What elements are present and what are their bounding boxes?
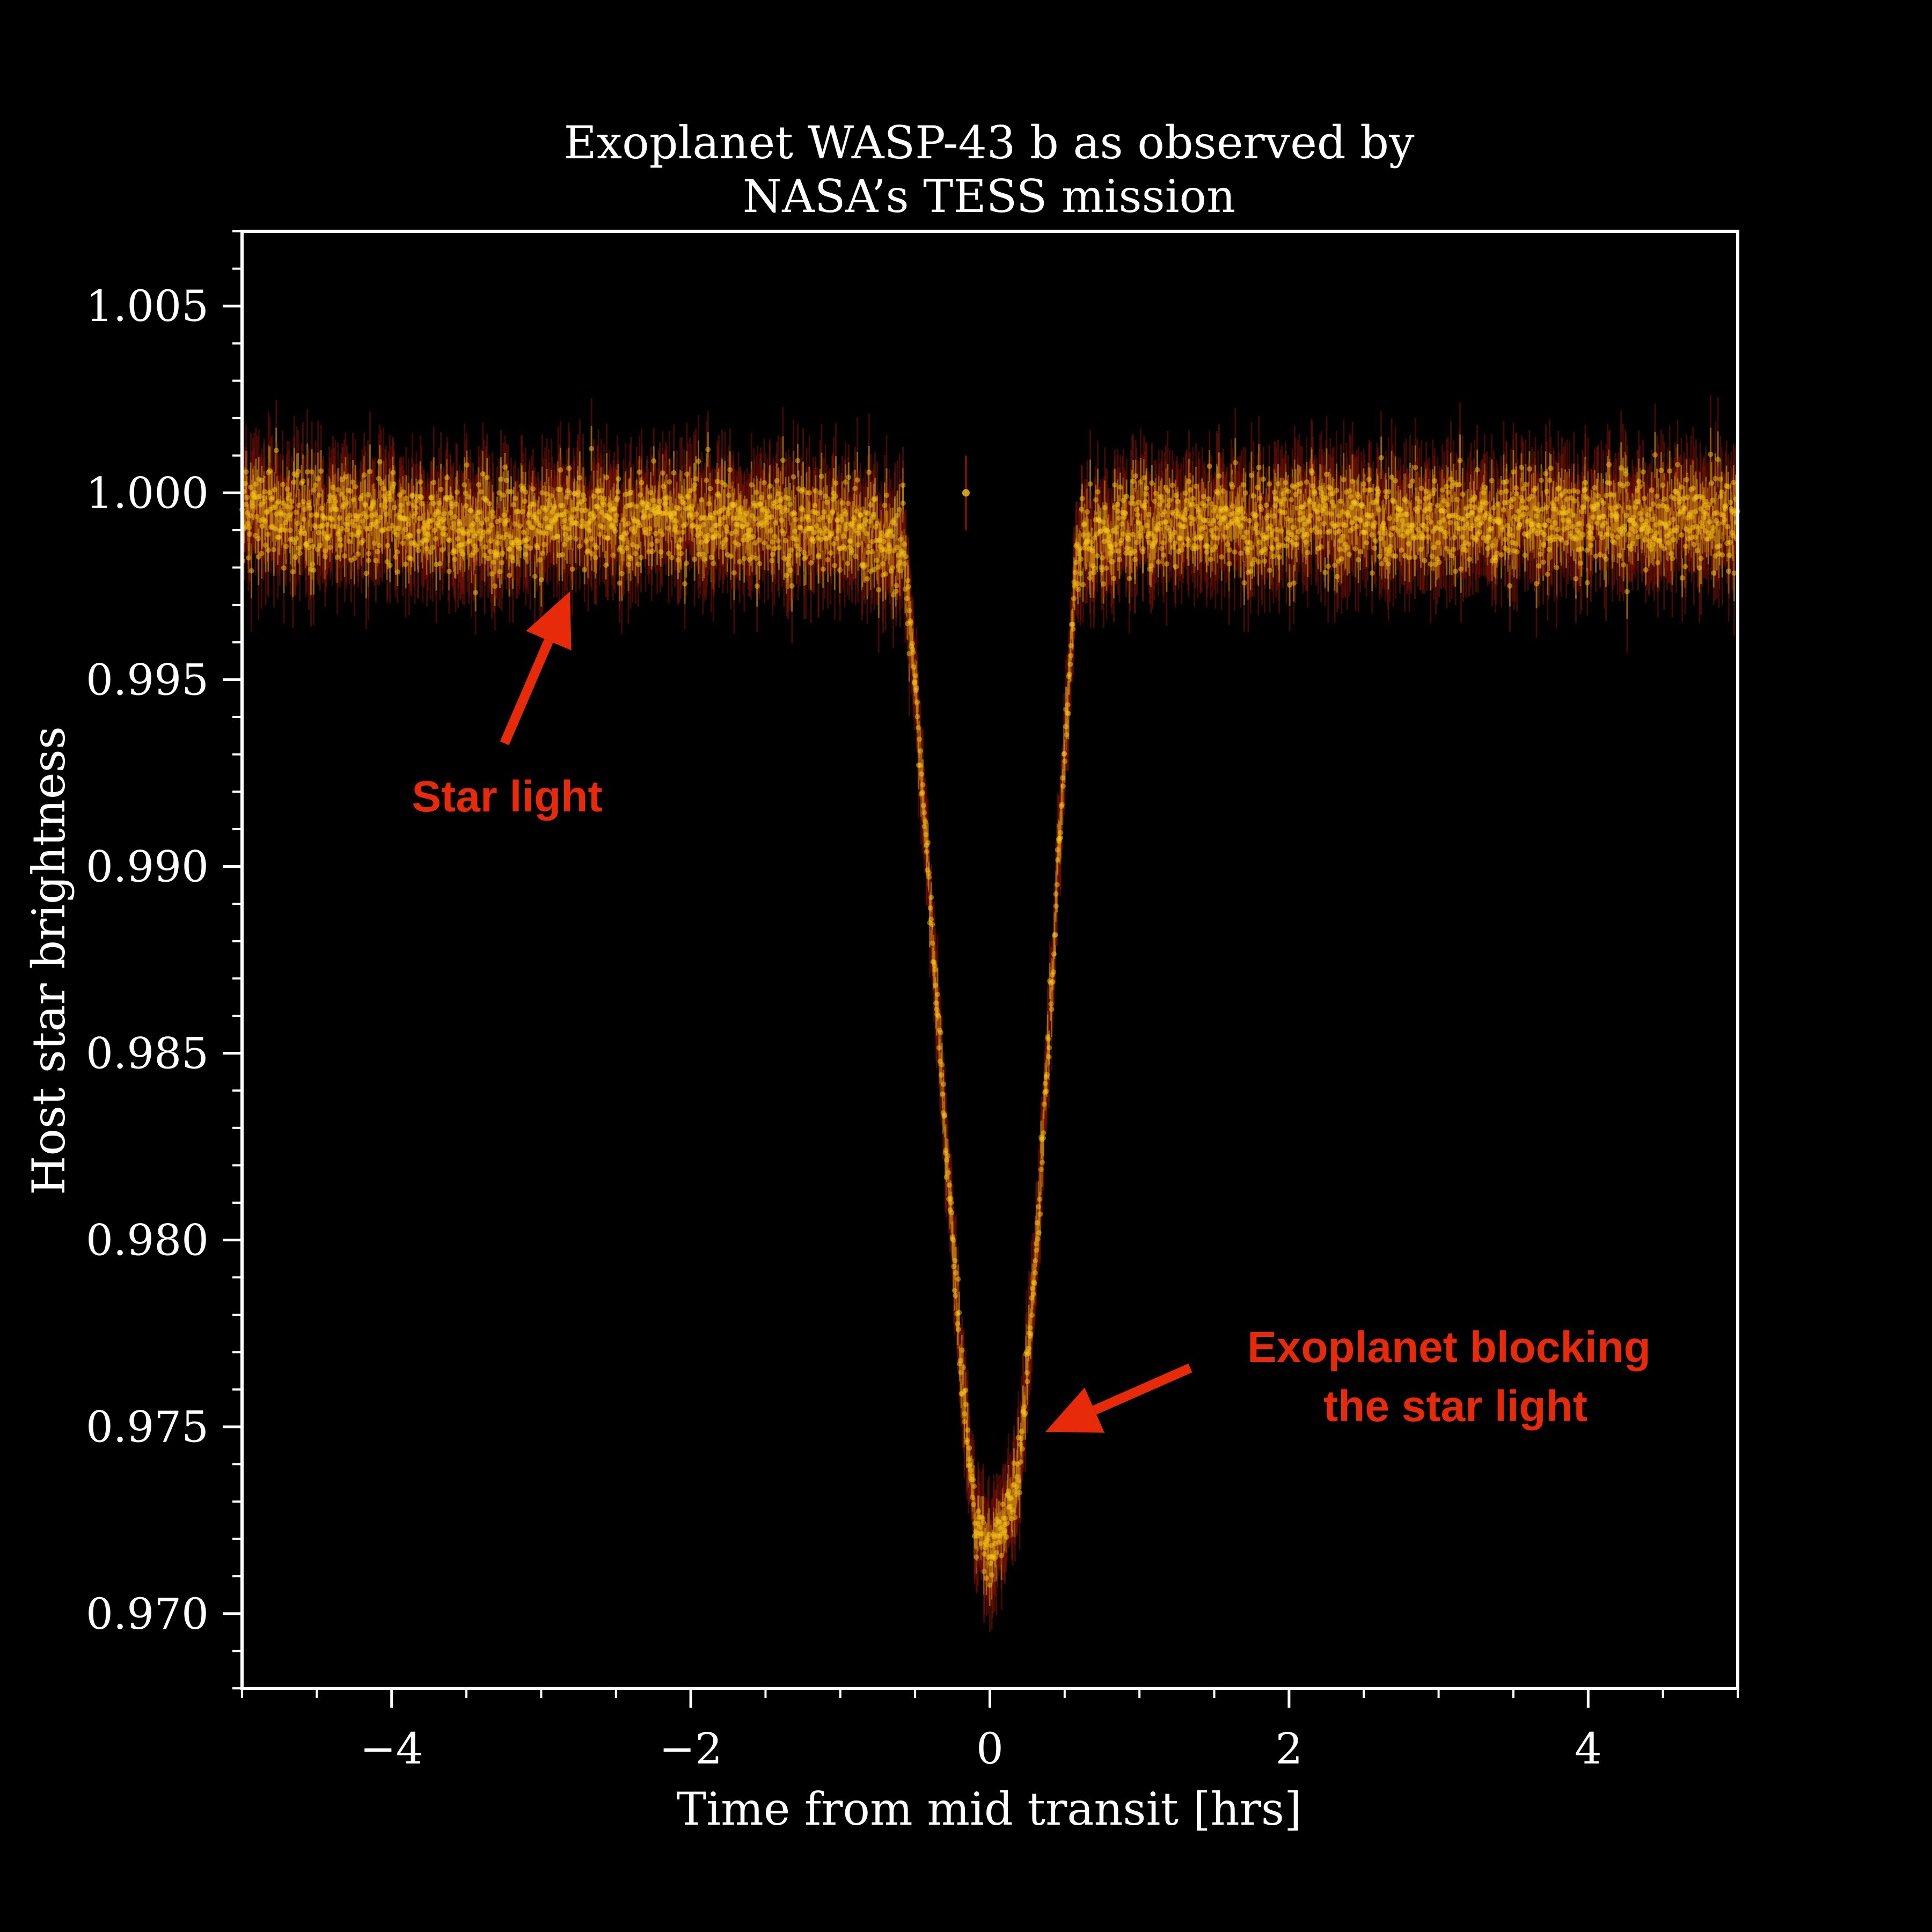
chart-title-line-1: Exoplanet WASP-43 b as observed by xyxy=(564,116,1415,169)
data-points-layer xyxy=(239,395,1740,1633)
chart-title: Exoplanet WASP-43 b as observed by NASA’… xyxy=(564,116,1415,223)
chart-title-line-2: NASA’s TESS mission xyxy=(743,170,1235,223)
